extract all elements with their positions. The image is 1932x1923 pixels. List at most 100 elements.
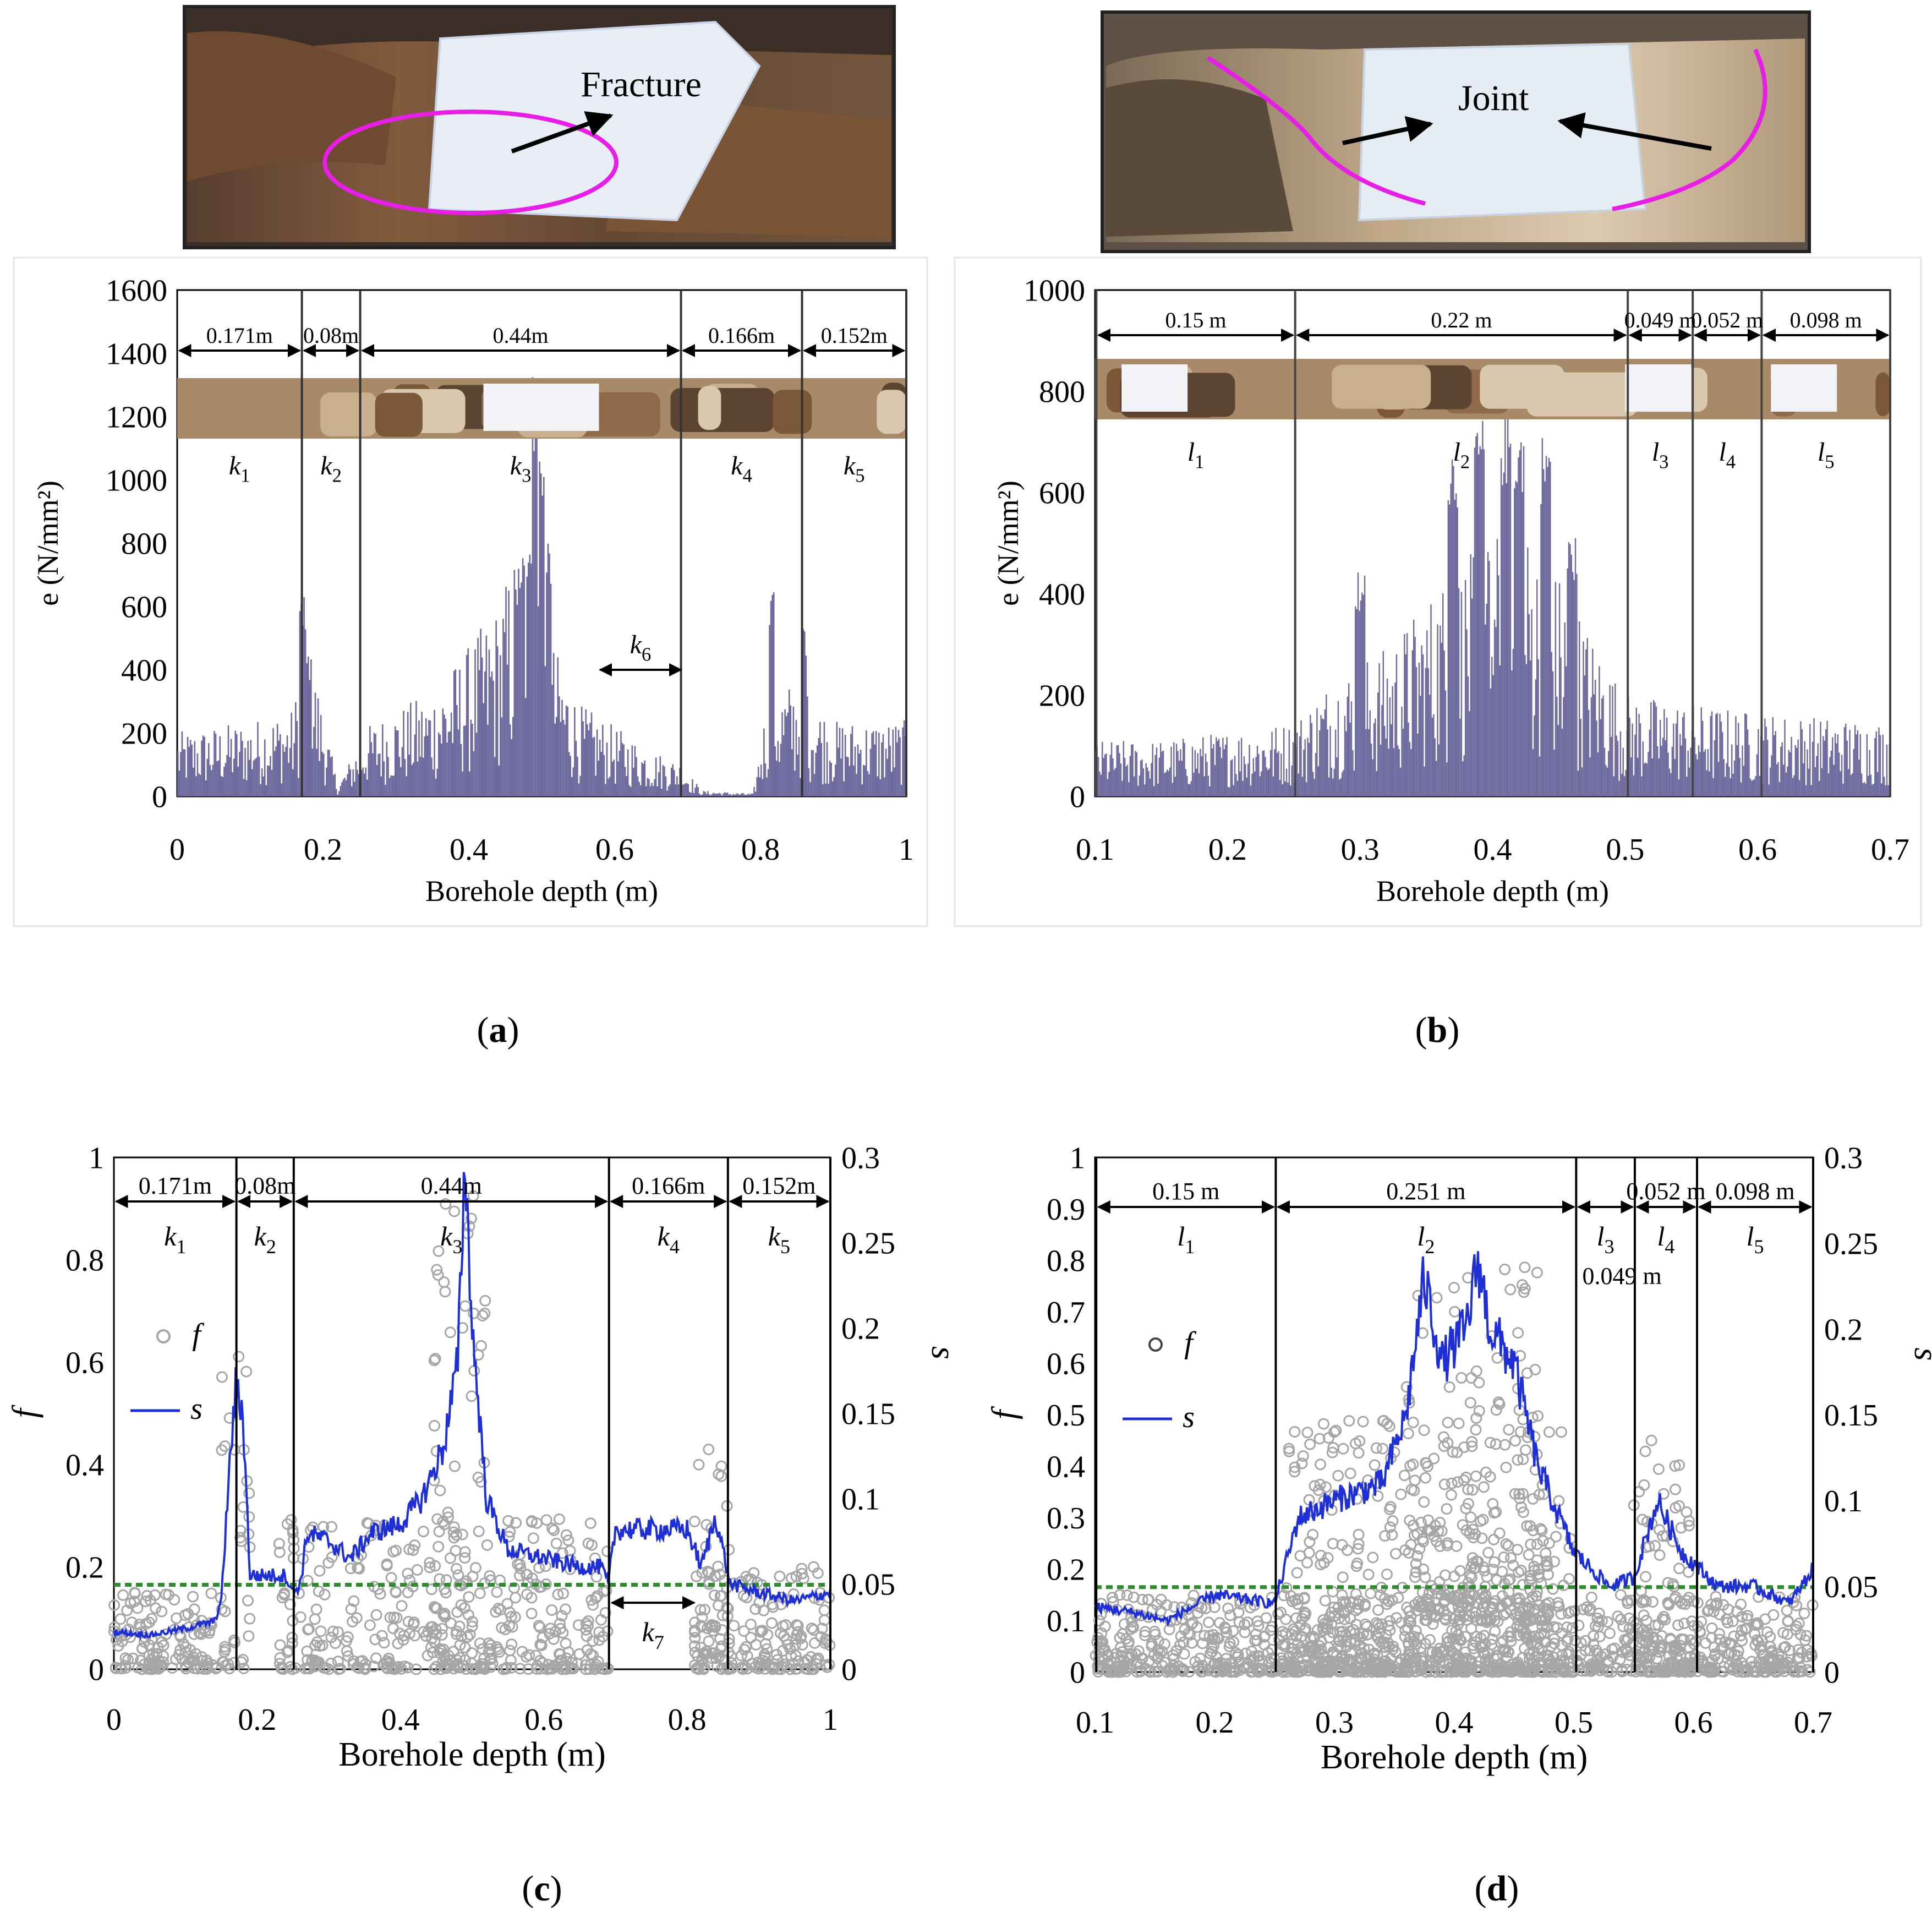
f-point (546, 1604, 558, 1616)
f-point (535, 1640, 548, 1652)
f-point (1617, 1620, 1629, 1632)
f-point (1622, 1595, 1634, 1607)
f-point (1493, 1527, 1506, 1539)
x-tick-label: 0 (169, 833, 185, 867)
f-point (1435, 1646, 1447, 1658)
segment-label: l4 (1718, 438, 1736, 472)
f-point (504, 1645, 516, 1657)
f-point (505, 1662, 517, 1674)
f-point (521, 1569, 533, 1581)
f-point (472, 1471, 484, 1483)
f-point (1701, 1605, 1714, 1617)
f-point (429, 1560, 441, 1572)
f-point (127, 1652, 139, 1664)
f-point (1289, 1466, 1301, 1478)
f-point (428, 1601, 440, 1613)
f-point (1245, 1653, 1257, 1665)
f-point (1170, 1645, 1183, 1657)
f-point (1378, 1656, 1390, 1668)
y-tick-label: 1 (1070, 1141, 1085, 1176)
f-point (805, 1651, 817, 1663)
f-point (1409, 1571, 1421, 1583)
f-point (1330, 1424, 1342, 1436)
f-point (1466, 1484, 1479, 1496)
f-point (1402, 1428, 1414, 1440)
f-point (387, 1545, 399, 1558)
f-point (543, 1663, 555, 1675)
f-point (108, 1599, 121, 1611)
f-point (1561, 1635, 1573, 1647)
f-point (1363, 1643, 1375, 1656)
f-point (434, 1643, 446, 1655)
f-point (1667, 1656, 1679, 1668)
f-point (1418, 1424, 1430, 1436)
f-point (1472, 1666, 1484, 1678)
f-point (1555, 1663, 1567, 1675)
y-tick-label: 0.4 (1047, 1450, 1085, 1484)
y-tick-label: 0.6 (65, 1346, 104, 1380)
segment-label: k4 (731, 451, 752, 486)
f-point (1654, 1524, 1666, 1536)
f-point (244, 1541, 256, 1553)
f-point (437, 1609, 450, 1621)
f-point (1482, 1660, 1495, 1672)
f-point (1434, 1516, 1446, 1528)
f-point (556, 1547, 568, 1559)
f-point (1351, 1557, 1363, 1569)
x-tick-label: 1 (899, 833, 914, 867)
f-point (384, 1657, 396, 1669)
f-point (723, 1637, 735, 1649)
f-point (1434, 1540, 1446, 1552)
f-point (560, 1603, 572, 1615)
f-point (1462, 1483, 1474, 1495)
f-point (276, 1592, 288, 1604)
y-tick-label: 0.9 (1047, 1193, 1085, 1227)
f-point (1352, 1603, 1364, 1615)
f-point (436, 1622, 448, 1635)
segment-length-label: 0.251 m (1386, 1178, 1465, 1205)
extra-segment-label: k6 (630, 630, 652, 665)
f-point (469, 1562, 481, 1574)
f-point (126, 1616, 138, 1629)
f-point (1310, 1648, 1322, 1660)
f-point (738, 1625, 750, 1637)
f-point (278, 1589, 291, 1601)
f-point (409, 1539, 421, 1551)
segment-label: k3 (440, 1221, 462, 1258)
f-point (1384, 1521, 1396, 1533)
y-tick-label: 0 (89, 1653, 104, 1687)
f-point (1500, 1461, 1512, 1473)
f-point (1438, 1478, 1451, 1490)
f-point (466, 1390, 478, 1402)
f-point (1350, 1588, 1362, 1600)
f-point (1550, 1662, 1562, 1674)
f-point (462, 1631, 474, 1643)
f-point (408, 1616, 420, 1629)
f-point (806, 1663, 818, 1675)
f-point (459, 1300, 471, 1312)
f-point (481, 1539, 493, 1551)
f-point (1489, 1625, 1501, 1637)
f-point (286, 1663, 298, 1675)
f-point (1714, 1628, 1726, 1640)
f-point (1792, 1643, 1804, 1656)
f-point (689, 1616, 701, 1629)
f-point (1517, 1578, 1529, 1591)
f-point (396, 1600, 408, 1612)
f-point (1353, 1595, 1365, 1607)
f-point (477, 1309, 489, 1321)
f-point (1280, 1582, 1293, 1594)
f-point (527, 1532, 539, 1544)
f-point (364, 1619, 376, 1631)
f-point (1654, 1642, 1666, 1654)
y2-tick-label: 0.25 (1824, 1227, 1878, 1261)
f-point (1521, 1520, 1533, 1532)
x-tick-label: 0 (106, 1703, 122, 1737)
f-point (1779, 1641, 1791, 1653)
y2-axis-label: s (1907, 1347, 1932, 1361)
f-point (1367, 1551, 1379, 1564)
f-point (434, 1484, 446, 1496)
f-point (1458, 1474, 1470, 1487)
photo-label-fracture: Fracture (581, 64, 702, 105)
f-point (136, 1643, 148, 1655)
